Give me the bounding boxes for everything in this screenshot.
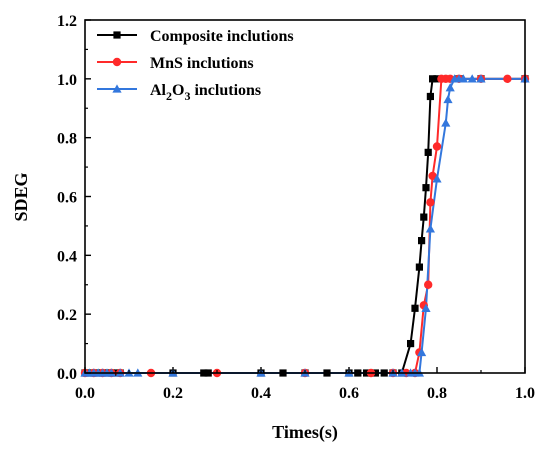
series-3-point (443, 94, 453, 104)
series-1-point (407, 339, 415, 348)
y-tick-label: 0.0 (57, 366, 77, 383)
series-3-point (441, 118, 451, 127)
series-1-point (420, 213, 428, 221)
x-tick-label: 0.0 (75, 385, 95, 402)
series-3-point (445, 83, 455, 92)
legend-label-1: Composite inclutions (150, 28, 294, 45)
x-tick-label: 0.4 (251, 385, 271, 402)
series-3-point (458, 74, 468, 83)
series-2-point (428, 171, 437, 181)
series-2-point (503, 74, 512, 84)
series-1-point (424, 148, 432, 156)
x-axis-label: Times(s) (272, 422, 338, 443)
series-line-2 (85, 77, 525, 374)
y-axis-label: SDEG (11, 172, 31, 221)
series-1-point (429, 75, 437, 83)
series-1-point (411, 304, 419, 312)
plot-frame (84, 19, 526, 374)
y-tick-label: 1.0 (57, 72, 77, 89)
series-2-point (424, 280, 433, 289)
legend-marker-1 (113, 31, 121, 39)
series-3-point (476, 74, 486, 83)
x-tick-label: 1.0 (515, 385, 535, 402)
series-3-point (421, 303, 431, 312)
y-tick-label: 0.2 (57, 307, 77, 324)
y-tick-label: 1.2 (57, 13, 77, 30)
series-2-point (432, 142, 442, 151)
series-1-point (418, 237, 426, 245)
series-line-3 (85, 77, 525, 374)
series-1-point (415, 263, 423, 271)
series-3-point (467, 74, 477, 83)
series-3-point (425, 224, 435, 233)
x-tick-label: 0.6 (339, 385, 359, 402)
series-1-point (426, 92, 434, 101)
series-1-point (433, 75, 441, 83)
x-tick-label: 0.2 (163, 385, 183, 402)
legend-label-3: Al2O3 inclutions (150, 82, 261, 103)
series-2-point (426, 198, 435, 207)
series-line-1 (85, 77, 525, 374)
series-3-point (432, 174, 442, 183)
y-tick-label: 0.4 (57, 248, 77, 265)
series-3-point (417, 347, 427, 357)
x-tick-label: 0.8 (427, 385, 447, 402)
legend-marker-3 (112, 84, 122, 93)
legend-marker-2 (112, 57, 122, 67)
y-tick-label: 0.6 (57, 190, 77, 207)
y-tick-label: 0.8 (57, 131, 77, 148)
legend-label-2: MnS inclutions (150, 55, 254, 72)
series-1-point (422, 184, 430, 192)
